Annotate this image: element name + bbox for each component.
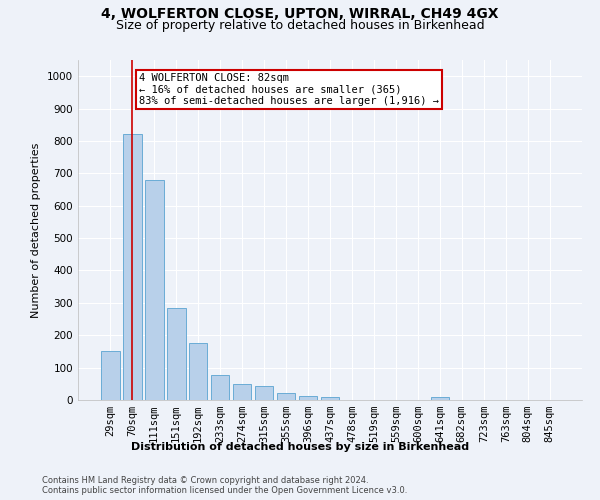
Text: Contains public sector information licensed under the Open Government Licence v3: Contains public sector information licen… bbox=[42, 486, 407, 495]
Bar bbox=[189, 344, 208, 400]
Bar bbox=[277, 393, 295, 400]
Bar bbox=[101, 352, 119, 400]
Text: Contains HM Land Registry data © Crown copyright and database right 2024.: Contains HM Land Registry data © Crown c… bbox=[42, 476, 368, 485]
Y-axis label: Number of detached properties: Number of detached properties bbox=[31, 142, 41, 318]
Bar bbox=[123, 134, 142, 400]
Text: 4, WOLFERTON CLOSE, UPTON, WIRRAL, CH49 4GX: 4, WOLFERTON CLOSE, UPTON, WIRRAL, CH49 … bbox=[101, 8, 499, 22]
Bar bbox=[167, 308, 185, 400]
Text: Size of property relative to detached houses in Birkenhead: Size of property relative to detached ho… bbox=[116, 18, 484, 32]
Bar bbox=[211, 374, 229, 400]
Bar bbox=[145, 180, 164, 400]
Text: Distribution of detached houses by size in Birkenhead: Distribution of detached houses by size … bbox=[131, 442, 469, 452]
Bar bbox=[431, 397, 449, 400]
Bar bbox=[255, 386, 274, 400]
Bar bbox=[320, 397, 340, 400]
Bar bbox=[299, 396, 317, 400]
Text: 4 WOLFERTON CLOSE: 82sqm
← 16% of detached houses are smaller (365)
83% of semi-: 4 WOLFERTON CLOSE: 82sqm ← 16% of detach… bbox=[139, 73, 439, 106]
Bar bbox=[233, 384, 251, 400]
